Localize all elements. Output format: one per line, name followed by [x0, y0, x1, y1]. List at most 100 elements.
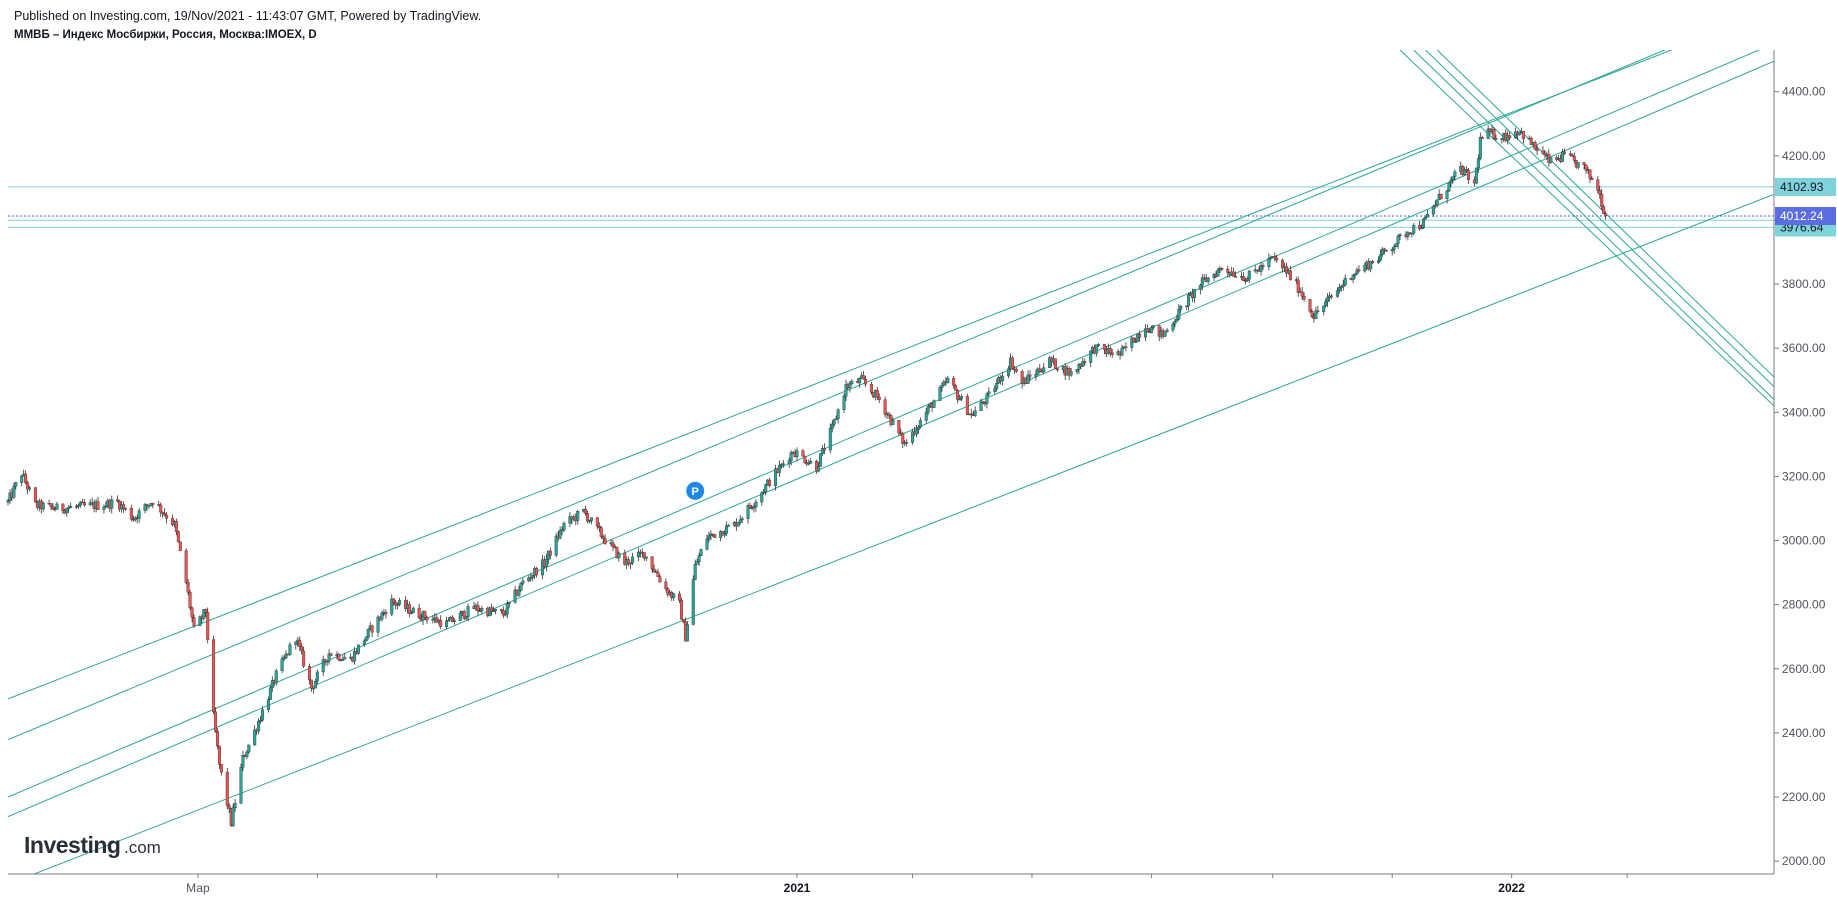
candle-body	[55, 503, 59, 510]
candle-body	[987, 391, 991, 395]
candle-body	[219, 764, 223, 773]
candle-body	[527, 577, 531, 582]
candle-body	[274, 670, 278, 684]
candle-body	[174, 521, 178, 533]
candle-body	[586, 513, 590, 522]
candle-body	[1357, 269, 1361, 272]
candle-body	[325, 661, 329, 663]
candle-body	[217, 745, 221, 765]
candle-body	[889, 415, 893, 425]
candle-body	[752, 506, 756, 509]
candle-body	[501, 610, 505, 616]
candle-body	[942, 381, 946, 386]
candle-body	[188, 592, 192, 609]
candle-body	[67, 507, 71, 509]
price-tick-label: 3800.00	[1782, 277, 1826, 291]
candle-body	[1326, 297, 1330, 302]
candle-body	[914, 429, 918, 435]
candle-body	[1300, 291, 1304, 297]
candle-body	[12, 486, 16, 498]
logo-brand: Investing	[24, 832, 120, 858]
candle-body	[956, 390, 960, 400]
candle-body	[1281, 260, 1285, 269]
candle-body	[298, 639, 302, 647]
candle-body	[946, 377, 950, 383]
candle-body	[877, 396, 881, 400]
trendline	[1399, 50, 1774, 407]
candle-body	[1267, 257, 1271, 268]
candle-body	[777, 465, 781, 473]
candle-body	[1382, 248, 1386, 251]
candle-body	[1192, 289, 1196, 299]
trendline	[8, 50, 1673, 700]
candle-body	[548, 550, 552, 556]
price-tick-label: 3000.00	[1782, 534, 1826, 548]
candle-body	[858, 378, 862, 384]
candle-body	[1600, 194, 1604, 207]
candle-body	[1200, 277, 1204, 286]
price-tick-label: 2400.00	[1782, 726, 1826, 740]
investing-logo[interactable]: Investing .com	[24, 832, 161, 858]
candle-body	[1598, 190, 1602, 195]
candle-body	[995, 382, 999, 390]
candle-body	[1478, 137, 1482, 159]
candle-body	[69, 506, 73, 508]
candle-body	[452, 620, 456, 622]
candle-body	[781, 463, 785, 465]
candle-body	[954, 385, 958, 391]
candle-body	[589, 517, 593, 521]
candle-body	[576, 511, 580, 521]
candle-body	[1363, 264, 1367, 272]
candle-body	[1541, 150, 1545, 154]
candle-body	[1549, 157, 1553, 163]
candle-body	[75, 506, 79, 508]
candle-body	[1055, 368, 1059, 371]
candle-body	[362, 640, 366, 646]
candle-body	[642, 552, 646, 559]
candle-body	[65, 508, 69, 514]
candle-body	[1038, 368, 1042, 372]
candle-body	[1077, 364, 1081, 370]
candle-body	[1480, 137, 1484, 139]
candle-body	[1508, 135, 1512, 139]
candle-body	[503, 613, 507, 616]
candle-body	[231, 807, 235, 826]
price-axis: 4400.004200.004000.003800.003600.003400.…	[1774, 85, 1826, 868]
marker-circle[interactable]	[686, 481, 705, 500]
candle-body	[1561, 151, 1565, 162]
candle-body	[862, 375, 866, 380]
candle-body	[165, 514, 169, 519]
candle-body	[1089, 350, 1093, 363]
candle-body	[540, 559, 544, 576]
candle-body	[1412, 224, 1416, 234]
candle-body	[259, 720, 263, 722]
candle-body	[1423, 217, 1427, 220]
candle-body	[1584, 164, 1588, 171]
candles	[6, 124, 1608, 828]
candle-body	[916, 426, 920, 431]
candle-body	[707, 535, 711, 540]
candle-body	[650, 556, 654, 570]
candle-body	[1095, 344, 1099, 354]
candle-body	[531, 575, 535, 578]
candle-body	[1273, 256, 1277, 259]
candle-body	[678, 593, 682, 601]
candle-body	[1337, 287, 1341, 291]
candle-body	[1343, 277, 1347, 285]
price-tick-label: 2000.00	[1782, 854, 1826, 868]
candle-body	[1036, 368, 1040, 375]
marker-badge[interactable]: P	[686, 481, 705, 500]
candle-body	[1588, 169, 1592, 179]
candle-body	[723, 533, 727, 536]
candle-body	[764, 484, 768, 493]
candle-body	[476, 605, 480, 611]
candle-body	[1355, 269, 1359, 275]
candle-body	[842, 396, 846, 410]
candle-body	[1390, 249, 1394, 252]
candle-body	[392, 598, 396, 603]
candle-body	[1177, 308, 1181, 320]
candle-body	[1136, 333, 1140, 342]
candle-body	[151, 503, 155, 505]
candle-body	[597, 525, 601, 528]
